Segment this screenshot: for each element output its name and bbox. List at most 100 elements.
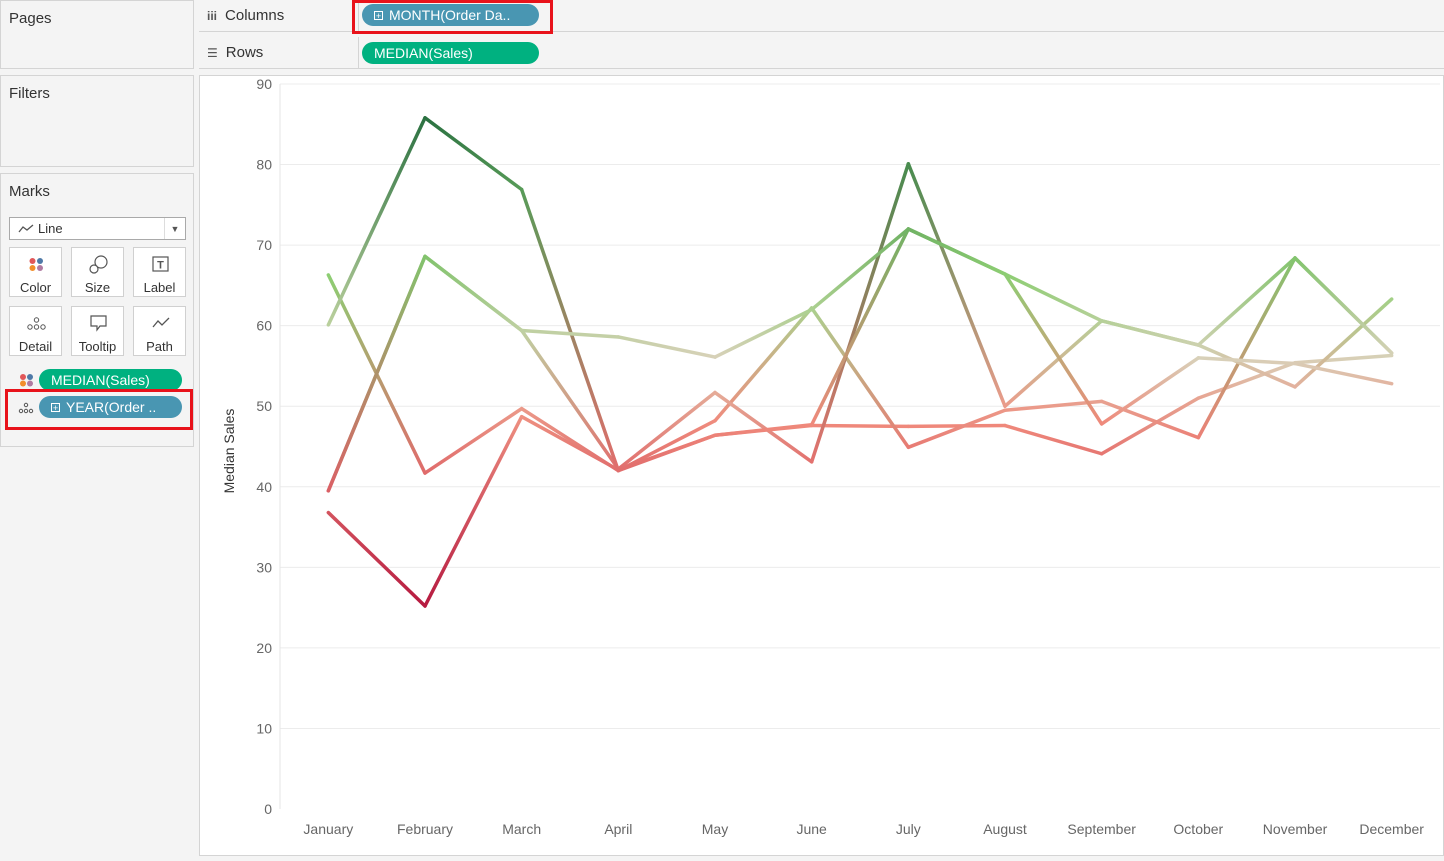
median-sales-rows-pill[interactable]: MEDIAN(Sales) <box>362 42 539 64</box>
color-button[interactable]: Color <box>9 247 62 297</box>
y-tick-label: 60 <box>256 318 272 334</box>
line-segment[interactable] <box>423 414 524 608</box>
rows-label-text: Rows <box>225 44 264 61</box>
month-order-date-pill[interactable]: + MONTH(Order Da.. <box>362 4 539 26</box>
line-segment[interactable] <box>616 335 717 359</box>
y-tick-label: 40 <box>256 479 272 495</box>
line-segment[interactable] <box>1196 343 1297 389</box>
pages-card[interactable]: Pages <box>0 0 194 69</box>
series-lines[interactable] <box>326 116 1394 608</box>
line-segment[interactable] <box>1099 319 1201 347</box>
line-segment[interactable] <box>519 406 621 473</box>
detail-button[interactable]: Detail <box>9 306 62 356</box>
line-segment[interactable] <box>809 227 911 312</box>
line-segment[interactable] <box>1196 256 1297 440</box>
line-segment[interactable] <box>519 328 621 471</box>
size-button-label: Size <box>84 280 111 295</box>
series-line-2[interactable] <box>326 256 1394 475</box>
line-segment[interactable] <box>713 390 814 464</box>
tooltip-button[interactable]: Tooltip <box>71 306 124 356</box>
line-segment[interactable] <box>423 254 524 333</box>
x-tick-label: December <box>1359 821 1424 837</box>
path-button[interactable]: Path <box>133 306 186 356</box>
line-segment[interactable] <box>713 307 814 359</box>
line-segment[interactable] <box>906 423 1007 429</box>
series-line-4[interactable] <box>326 116 1394 473</box>
tooltip-button-label: Tooltip <box>78 339 117 354</box>
x-tick-label: September <box>1067 821 1136 837</box>
filters-card[interactable]: Filters <box>0 75 194 167</box>
y-tick-label: 0 <box>264 801 272 817</box>
x-axis: January February March April May June July Augu… <box>303 821 1424 837</box>
x-tick-label: June <box>796 821 827 837</box>
series-line-5[interactable] <box>326 227 1394 493</box>
path-button-label: Path <box>146 339 173 354</box>
line-segment[interactable] <box>616 390 717 471</box>
line-segment[interactable] <box>1293 361 1394 386</box>
median-sales-color-pill[interactable]: MEDIAN(Sales) <box>39 369 182 391</box>
line-segment[interactable] <box>519 187 621 473</box>
line-segment[interactable] <box>423 116 524 192</box>
line-segment[interactable] <box>713 423 814 437</box>
y-tick-label: 20 <box>256 640 272 656</box>
year-order-detail-pill[interactable]: + YEAR(Order .. <box>39 396 182 418</box>
line-segment[interactable] <box>1196 360 1297 400</box>
line-segment[interactable] <box>616 418 717 473</box>
line-segment[interactable] <box>519 328 621 339</box>
columns-shelf-label: iii Columns <box>199 0 359 31</box>
detail-dots-icon <box>27 317 46 330</box>
line-segment[interactable] <box>1099 399 1201 440</box>
line-segment[interactable] <box>423 406 524 475</box>
line-segment[interactable] <box>326 116 427 327</box>
svg-text:T: T <box>157 260 164 272</box>
mark-type-dropdown[interactable]: Line ▼ <box>9 217 186 240</box>
filters-title: Filters <box>9 85 50 102</box>
chart-view[interactable]: 0 10 20 30 40 50 60 70 80 90 January February March… <box>199 75 1444 856</box>
tooltip-bubble-icon <box>90 315 107 332</box>
color-encoding-icon <box>20 374 33 387</box>
month-order-date-pill-label: MONTH(Order Da.. <box>389 7 511 23</box>
text-label-icon: T <box>152 256 169 272</box>
series-line-1[interactable] <box>326 353 1394 608</box>
y-tick-label: 90 <box>256 76 272 92</box>
line-segment[interactable] <box>1099 356 1201 426</box>
path-line-icon <box>152 317 170 328</box>
columns-label-text: Columns <box>225 7 285 24</box>
x-tick-label: November <box>1263 821 1328 837</box>
line-segment[interactable] <box>1196 356 1297 366</box>
line-segment[interactable] <box>1196 256 1297 347</box>
line-segment[interactable] <box>1003 423 1104 456</box>
line-segment[interactable] <box>1003 319 1104 408</box>
y-tick-label: 50 <box>256 398 272 414</box>
columns-shelf[interactable]: iii Columns + MONTH(Order Da.. <box>199 0 1444 32</box>
line-segment[interactable] <box>1293 353 1394 365</box>
line-segment[interactable] <box>616 433 717 473</box>
line-segment[interactable] <box>1099 396 1201 456</box>
marks-title: Marks <box>9 183 50 200</box>
line-segment[interactable] <box>1003 399 1104 412</box>
line-segment[interactable] <box>809 306 911 450</box>
size-button[interactable]: Size <box>71 247 124 297</box>
line-segment[interactable] <box>1293 256 1394 355</box>
label-button[interactable]: T Label <box>133 247 186 297</box>
expand-plus-icon[interactable]: + <box>51 402 60 413</box>
size-circles-icon <box>89 255 108 274</box>
expand-plus-icon[interactable]: + <box>374 10 383 21</box>
y-tick-label: 10 <box>256 720 272 736</box>
line-segment[interactable] <box>1003 272 1104 426</box>
line-segment[interactable] <box>809 227 911 427</box>
line-segment[interactable] <box>326 510 427 608</box>
line-segment[interactable] <box>906 408 1007 450</box>
marks-card[interactable]: Marks Line ▼ Color Size T Label Detail <box>0 173 194 447</box>
label-button-label: Label <box>143 280 176 295</box>
line-segment[interactable] <box>326 254 427 493</box>
y-tick-label: 80 <box>256 157 272 173</box>
line-segment[interactable] <box>809 162 911 464</box>
line-segment[interactable] <box>906 162 1007 408</box>
line-segment[interactable] <box>1003 272 1104 323</box>
rows-shelf[interactable]: ☰ Rows MEDIAN(Sales) <box>199 37 1444 69</box>
line-segment[interactable] <box>1293 297 1394 389</box>
gridlines <box>279 83 1440 809</box>
line-chart[interactable]: 0 10 20 30 40 50 60 70 80 90 January February March… <box>200 76 1443 855</box>
line-segment[interactable] <box>906 227 1007 276</box>
